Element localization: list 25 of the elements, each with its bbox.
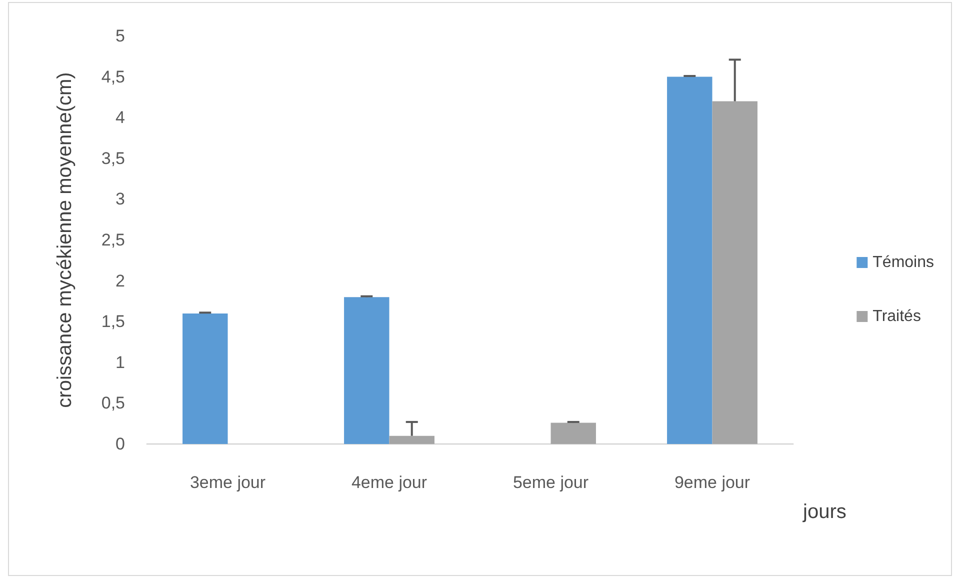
- bar: [667, 76, 712, 444]
- x-axis-title: jours: [802, 501, 846, 523]
- y-tick-label: 4,5: [101, 67, 125, 86]
- legend-label: Témoins: [872, 254, 934, 271]
- bar: [389, 436, 434, 444]
- x-tick-label: 5eme jour: [512, 473, 589, 492]
- y-tick-label: 3,5: [101, 148, 125, 168]
- y-tick-label: 3: [116, 190, 125, 209]
- y-tick-label: 2,5: [101, 230, 125, 250]
- y-tick-label: 1,5: [101, 312, 125, 332]
- x-tick-label: 4eme jour: [351, 473, 428, 492]
- y-axis-title: croissance mycékienne moyenne(cm): [54, 72, 76, 408]
- bar: [712, 101, 758, 444]
- x-tick-label: 9eme jour: [674, 473, 750, 492]
- x-tick-label: 3eme jour: [190, 473, 266, 492]
- y-tick-label: 2: [116, 271, 125, 290]
- y-tick-label: 0: [116, 434, 125, 454]
- bar: [550, 422, 596, 444]
- y-tick-label: 1: [116, 352, 125, 372]
- y-tick-label: 4: [116, 108, 125, 128]
- bar: [344, 297, 390, 444]
- legend-label: Traités: [872, 308, 921, 325]
- y-tick-label: 0,5: [101, 394, 125, 413]
- bar: [182, 313, 228, 444]
- y-tick-label: 5: [116, 26, 125, 46]
